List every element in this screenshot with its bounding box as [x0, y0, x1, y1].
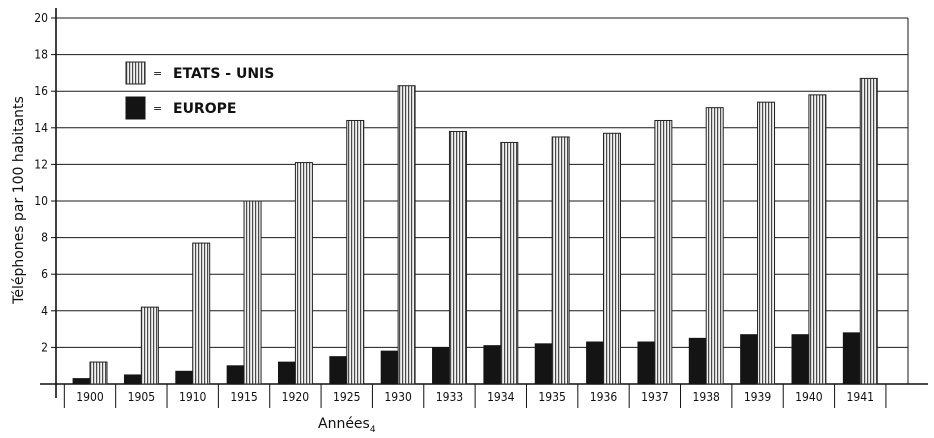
x-tick-label: 1930: [384, 390, 412, 404]
y-tick-label: 12: [34, 157, 48, 171]
bars: [72, 77, 878, 385]
bar-etats-unis-1920: [294, 162, 313, 385]
bar-etats-unis-1939: [757, 101, 776, 385]
bar-europe-1939: [740, 334, 758, 385]
bar-europe-1910: [175, 370, 194, 385]
x-tick-label: 1937: [641, 390, 668, 404]
y-tick-labels: 2 4 6 8 10 12 14 16 18 20: [34, 11, 56, 354]
bar-europe-1930: [380, 350, 399, 385]
x-tick-label: 1940: [795, 390, 823, 404]
bar-europe-1940: [791, 334, 810, 385]
x-axis-label-suffix: 4: [370, 425, 376, 435]
bar-etats-unis-1905: [140, 306, 159, 385]
y-tick-label: 14: [34, 121, 48, 135]
x-tick-label: 1920: [282, 390, 310, 404]
bar-europe-1935: [534, 343, 553, 385]
y-tick-label: 4: [41, 304, 48, 318]
bar-etats-unis-1910: [192, 242, 211, 385]
bar-etats-unis-1933: [448, 130, 467, 385]
bar-etats-unis-1930: [397, 85, 416, 385]
y-tick-label: 2: [41, 340, 48, 354]
legend-label-europe: EUROPE: [173, 101, 236, 117]
x-tick-label: 1933: [436, 390, 463, 404]
x-tick-label: 1934: [487, 390, 515, 404]
x-tick-label: 1936: [590, 390, 618, 404]
bar-etats-unis-1934: [500, 141, 519, 385]
bar-etats-unis-1941: [859, 77, 878, 385]
x-axis-label-text: Années: [318, 416, 370, 432]
legend: = ETATS - UNIS = EUROPE: [125, 61, 274, 120]
x-tick-label: 1941: [847, 390, 874, 404]
x-tick-label: 1915: [230, 390, 257, 404]
bar-europe-1936: [586, 341, 604, 385]
bar-etats-unis-1936: [603, 132, 621, 385]
legend-swatch-etats-unis: [125, 61, 146, 85]
legend-equals-1: =: [153, 67, 162, 80]
bar-europe-1915: [226, 365, 245, 385]
bar-etats-unis-1938: [705, 107, 724, 385]
y-tick-label: 10: [34, 194, 48, 208]
bar-europe-1920: [277, 361, 296, 385]
y-tick-label: 20: [34, 11, 48, 25]
x-tick-label: 1939: [744, 390, 772, 404]
bar-europe-1925: [329, 356, 348, 385]
x-axis-label: Années4: [318, 416, 376, 435]
legend-swatch-europe: [125, 96, 146, 120]
x-tick-label: 1900: [76, 390, 104, 404]
bar-europe-1937: [637, 341, 656, 385]
x-tick-label: 1905: [128, 390, 155, 404]
legend-equals-2: =: [153, 102, 162, 115]
bar-europe-1938: [688, 337, 707, 385]
bar-europe-1905: [123, 374, 142, 385]
legend-label-etats-unis: ETATS - UNIS: [173, 66, 274, 82]
bar-etats-unis-1900: [89, 361, 108, 385]
bar-etats-unis-1915: [243, 200, 262, 385]
bar-europe-1934: [483, 345, 502, 385]
bar-europe-1900: [72, 378, 91, 385]
x-tick-label: 1925: [333, 390, 360, 404]
x-tick-labels: 1900 1905 1910 1915 1920 1925 1930 1933 1934 1935…: [63, 384, 887, 408]
y-tick-label: 8: [41, 231, 48, 245]
bar-europe-1941: [842, 332, 861, 385]
y-tick-label: 18: [34, 48, 48, 62]
y-axis-label: Téléphones par 100 habitants: [11, 96, 27, 305]
x-tick-label: 1935: [538, 390, 565, 404]
bar-etats-unis-1935: [551, 136, 570, 385]
y-tick-label: 6: [41, 267, 48, 281]
bar-etats-unis-1940: [808, 94, 827, 385]
bar-etats-unis-1937: [654, 119, 673, 385]
x-tick-label: 1910: [179, 390, 207, 404]
y-tick-label: 16: [34, 84, 48, 98]
x-tick-label: 1938: [692, 390, 720, 404]
bar-etats-unis-1925: [346, 119, 365, 385]
bar-europe-1933: [432, 346, 450, 385]
